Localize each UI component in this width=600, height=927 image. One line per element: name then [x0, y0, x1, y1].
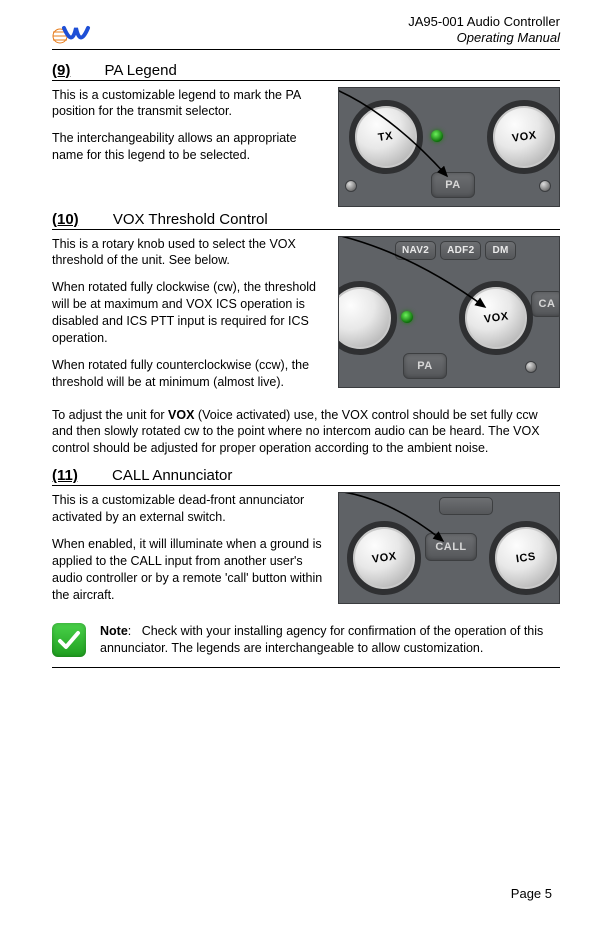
panel-illustration-11: VOXICSCALL: [338, 492, 560, 604]
section-10-text: This is a rotary knob used to select the…: [52, 236, 326, 401]
section-11-text: This is a customizable dead-front annunc…: [52, 492, 326, 613]
para: The interchangeability allows an appropr…: [52, 130, 326, 164]
panel-illustration-9: TXVOXPA: [338, 87, 560, 207]
section-11-heading: (11) CALL Annunciator: [52, 467, 560, 486]
header-subtitle: Operating Manual: [408, 30, 560, 46]
header-titles: JA95-001 Audio Controller Operating Manu…: [408, 14, 560, 47]
note-body: Check with your installing agency for co…: [100, 624, 543, 655]
arrow-icon: [339, 493, 559, 603]
section-number: (9): [52, 62, 70, 79]
company-logo: [52, 25, 96, 47]
para: When rotated fully counterclockwise (ccw…: [52, 357, 326, 391]
section-9-heading: (9) PA Legend: [52, 62, 560, 81]
panel-illustration-10: NAV2ADF2DMCAVOXPA: [338, 236, 560, 388]
section-10-heading: (10) VOX Threshold Control: [52, 211, 560, 230]
header-product: JA95-001 Audio Controller: [408, 14, 560, 30]
section-10-fullwidth: To adjust the unit for VOX (Voice activa…: [52, 407, 560, 458]
para: When rotated fully clockwise (cw), the t…: [52, 279, 326, 347]
manual-page: JA95-001 Audio Controller Operating Manu…: [0, 0, 600, 927]
section-title: VOX Threshold Control: [113, 211, 268, 228]
note-label: Note: [100, 624, 128, 638]
section-title: PA Legend: [105, 62, 177, 79]
section-title: CALL Annunciator: [112, 467, 232, 484]
section-number: (10): [52, 211, 79, 228]
note-text: Note: Check with your installing agency …: [100, 623, 560, 657]
page-header: JA95-001 Audio Controller Operating Manu…: [52, 14, 560, 50]
section-number: (11): [52, 467, 78, 484]
para: This is a customizable legend to mark th…: [52, 87, 326, 121]
section-11-body: This is a customizable dead-front annunc…: [52, 492, 560, 613]
note-block: Note: Check with your installing agency …: [52, 619, 560, 668]
section-9-text: This is a customizable legend to mark th…: [52, 87, 326, 175]
section-9-body: This is a customizable legend to mark th…: [52, 87, 560, 207]
para: This is a rotary knob used to select the…: [52, 236, 326, 270]
checkmark-icon: [52, 623, 86, 657]
section-10-body: This is a rotary knob used to select the…: [52, 236, 560, 401]
para: This is a customizable dead-front annunc…: [52, 492, 326, 526]
arrow-icon: [339, 88, 559, 206]
para: When enabled, it will illuminate when a …: [52, 536, 326, 604]
page-number: Page 5: [511, 886, 552, 901]
para: To adjust the unit for VOX (Voice activa…: [52, 407, 560, 458]
arrow-icon: [339, 237, 559, 387]
